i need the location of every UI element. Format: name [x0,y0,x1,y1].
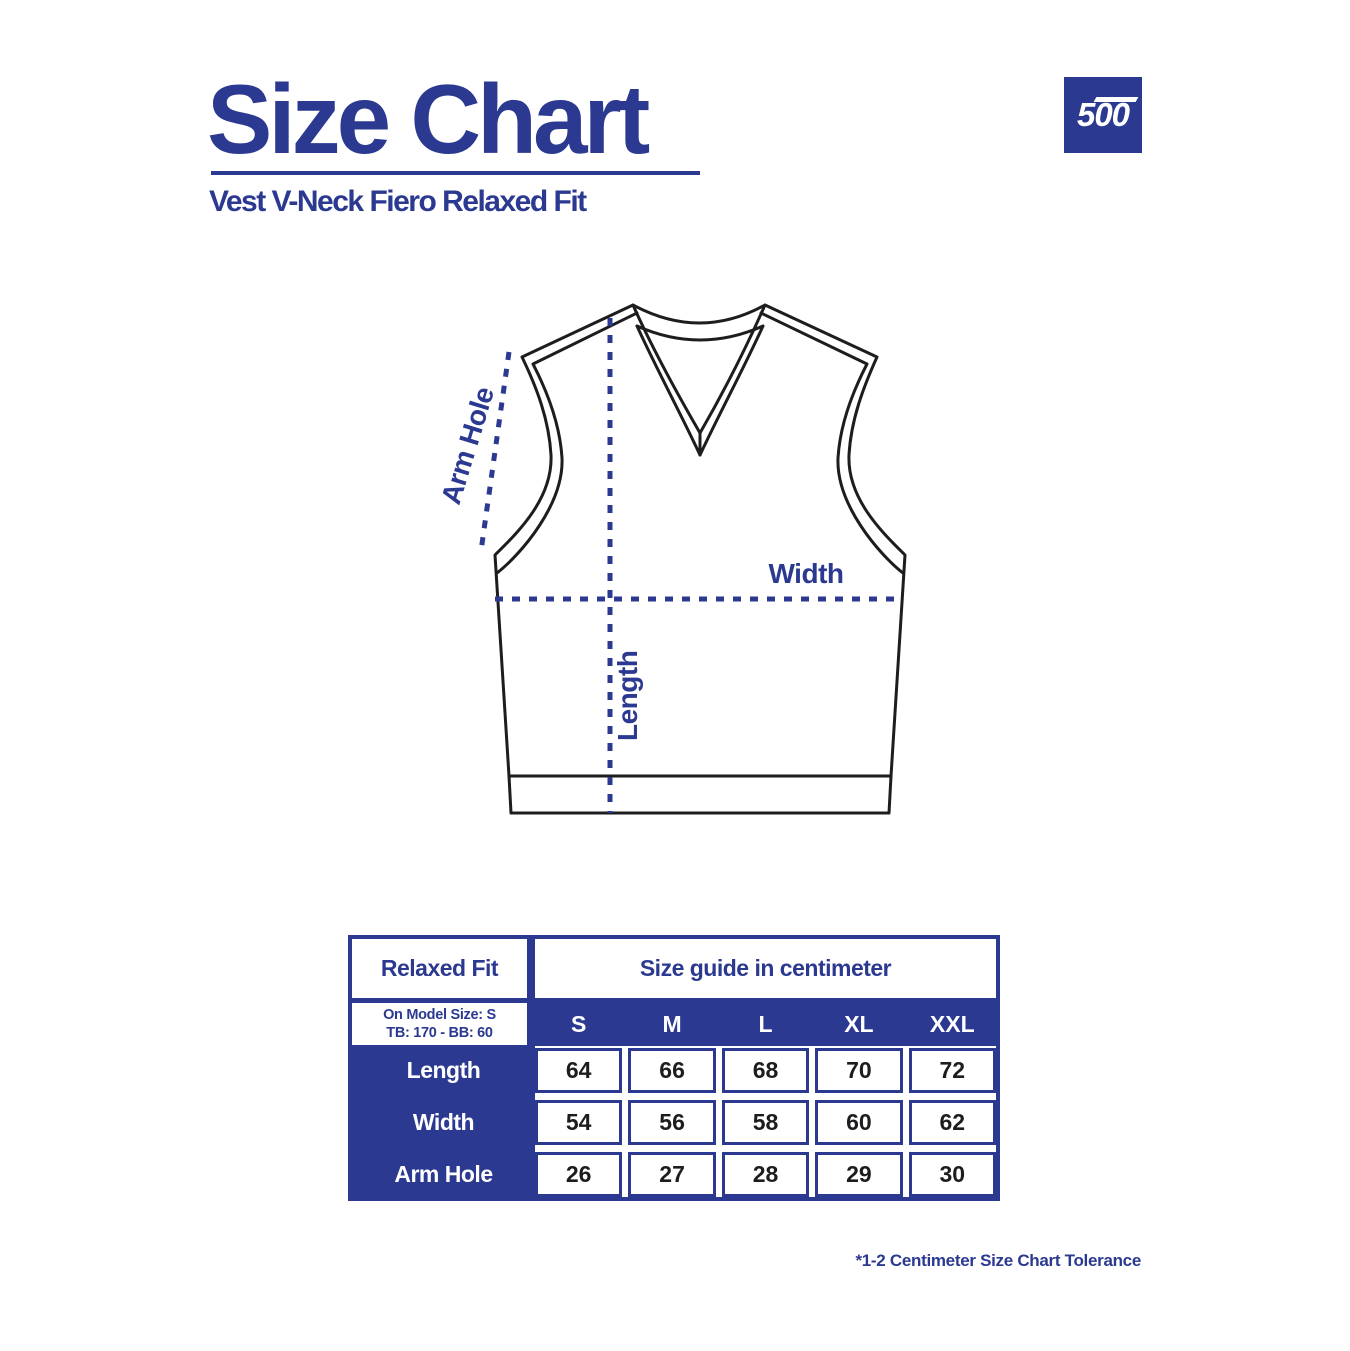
value-cell: 26 [535,1152,623,1197]
value-cell: 56 [628,1100,716,1145]
value-cell: 30 [908,1152,996,1197]
value-cell: 72 [908,1048,996,1093]
row-label-length: Length [406,1057,481,1083]
value-cell: 60 [815,1100,903,1145]
size-col-xl: XL [844,1011,874,1037]
value-cell: 58 [721,1100,810,1145]
fit-label-cell: Relaxed Fit [352,939,535,998]
model-info-cell: On Model Size: S TB: 170 - BB: 60 [352,1003,535,1048]
value-cell: 27 [628,1152,716,1197]
tolerance-note: *1-2 Centimeter Size Chart Tolerance [855,1251,1141,1270]
size-col-s: S [571,1011,587,1037]
measure-label-column: Length Width Arm Hole [352,1048,535,1197]
brand-logo-overline [1093,97,1139,102]
product-name: Vest V-Neck Fiero Relaxed Fit [209,185,587,218]
size-columns: S M L XL XXL [535,1003,996,1048]
brand-logo-text: 500 [1076,96,1130,133]
vest-outline [493,303,907,815]
armhole-right-inner-line [759,311,905,575]
row-label-armhole: Arm Hole [394,1161,493,1187]
size-table: Relaxed Fit Size guide in centimeter On … [348,935,1000,1201]
size-value-grid: 64 66 68 70 72 54 56 58 60 62 26 27 28 2… [535,1048,996,1197]
size-table-header-row: Relaxed Fit Size guide in centimeter [352,939,996,1003]
value-cell: 54 [535,1100,623,1145]
size-table-body: Length Width Arm Hole 64 66 68 70 72 54 … [352,1048,996,1197]
width-label: Width [769,558,844,589]
model-info-line1: On Model Size: S [383,1006,496,1023]
value-cell: 70 [815,1048,903,1093]
value-cell: 29 [815,1152,903,1197]
table-title-cell: Size guide in centimeter [639,955,892,981]
vest-diagram: Width Length Arm Hole [435,303,907,815]
title-underline [211,171,700,175]
size-col-l: L [758,1011,773,1037]
row-label-width: Width [412,1109,475,1135]
model-info-line2: TB: 170 - BB: 60 [386,1025,493,1041]
brand-logo: 500 [1064,77,1142,153]
value-cell: 64 [535,1048,623,1093]
value-cell: 28 [721,1152,810,1197]
armhole-left-inner-line [495,311,639,575]
value-cell: 62 [908,1100,996,1145]
size-col-xxl: XXL [929,1011,975,1037]
collar-inner-line [635,324,765,342]
value-cell: 66 [628,1048,716,1093]
value-cell: 68 [721,1048,810,1093]
size-header-row: On Model Size: S TB: 170 - BB: 60 S M L … [352,1003,996,1048]
length-label: Length [612,651,643,741]
armhole-measure-line [478,351,512,552]
page-title: Size Chart [207,64,650,174]
size-col-m: M [662,1011,682,1037]
